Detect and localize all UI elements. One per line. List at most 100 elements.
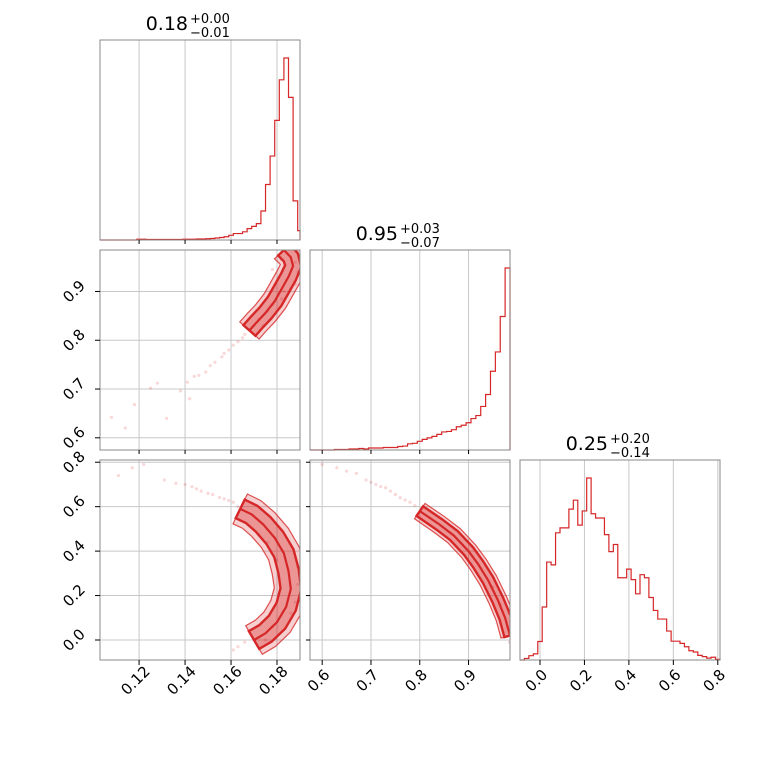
y-tick-label: 0.6	[59, 492, 89, 522]
scatter-point	[354, 471, 358, 475]
title-1: 0.95 +0.03−0.07	[356, 222, 440, 251]
scatter-point	[413, 503, 417, 508]
scatter-point	[213, 360, 217, 364]
scatter-point	[148, 386, 153, 390]
scatter-point	[379, 485, 383, 489]
y-tick-label: 0.2	[59, 581, 89, 611]
scatter-point	[231, 500, 235, 504]
scatter-point	[188, 397, 192, 401]
panel-2-0	[99, 459, 301, 661]
y-tick-label: 0.4	[59, 536, 89, 566]
scatter-point	[369, 480, 373, 484]
scatter-point	[393, 492, 397, 497]
y-tick-label: 0.9	[59, 277, 89, 307]
scatter-point	[293, 260, 298, 264]
scatter-point	[132, 403, 137, 407]
scatter-point	[282, 289, 286, 294]
scatter-point	[227, 498, 231, 503]
scatter-point	[398, 496, 402, 500]
scatter-point	[217, 495, 222, 499]
scatter-point	[270, 267, 275, 272]
panel-content	[116, 462, 300, 656]
scatter-point	[243, 332, 247, 336]
scatter-point	[130, 466, 134, 470]
panel-border	[309, 459, 511, 661]
panel-content	[320, 462, 510, 644]
x-tick-label: 0.9	[450, 666, 480, 696]
scatter-point	[236, 645, 240, 649]
contour-core	[419, 510, 510, 636]
scatter-point	[123, 426, 127, 430]
scatter-point	[222, 351, 226, 356]
scatter-point	[388, 489, 393, 493]
x-tick-label: 0.16	[209, 662, 245, 698]
contour-core	[248, 250, 295, 332]
scatter-point	[222, 497, 226, 501]
scatter-point	[204, 370, 208, 374]
scatter-point	[194, 487, 199, 491]
scatter-point	[192, 374, 196, 378]
x-tick-label: 0.7	[353, 666, 383, 696]
title-2: 0.25 +0.20−0.14	[566, 432, 650, 461]
scatter-point	[109, 415, 114, 419]
scatter-point	[183, 482, 187, 487]
x-tick-label: 0.6	[304, 666, 334, 696]
scatter-point	[142, 462, 146, 467]
title-plus: +0.00	[190, 12, 230, 27]
x-tick-label: 0.6	[655, 666, 685, 696]
title-value: 0.95	[356, 223, 398, 245]
x-tick-label: 0.12	[117, 662, 153, 698]
contour-inner	[414, 504, 510, 639]
scatter-point	[335, 466, 339, 470]
scatter-point	[197, 373, 201, 377]
scatter-point	[165, 416, 169, 420]
scatter-point	[403, 498, 407, 502]
y-tick-label: 0.8	[59, 325, 89, 355]
scatter-point	[178, 389, 183, 393]
y-tick-label: 0.7	[59, 374, 89, 404]
scatter-point	[507, 640, 510, 644]
scatter-point	[263, 638, 268, 642]
y-tick-label: 0.8	[59, 447, 89, 477]
scatter-point	[155, 381, 160, 385]
scatter-point	[231, 648, 235, 652]
panel-border	[99, 249, 301, 451]
scatter-point	[174, 481, 178, 485]
histogram-2	[520, 477, 721, 661]
scatter-point	[206, 491, 210, 495]
panel-border	[99, 459, 301, 661]
scatter-point	[240, 336, 245, 340]
scatter-point	[280, 297, 284, 301]
x-tick-label: 0.4	[611, 666, 641, 696]
scatter-point	[289, 611, 293, 615]
scatter-point	[364, 478, 368, 482]
panel-1-0	[99, 249, 301, 451]
scatter-point	[236, 340, 240, 344]
scatter-point	[384, 486, 388, 490]
histogram-0	[100, 57, 301, 241]
scatter-point	[293, 600, 298, 604]
contour-inner	[241, 250, 300, 338]
title-minus: −0.14	[610, 446, 650, 461]
panel-2-1	[309, 459, 511, 661]
title-value: 0.25	[566, 433, 608, 455]
scatter-point	[236, 505, 240, 509]
x-tick-label: 0.18	[255, 662, 291, 698]
scatter-point	[116, 473, 120, 478]
panel-1-1	[309, 249, 511, 451]
panel-content	[109, 250, 300, 430]
title-0: 0.18 +0.00−0.01	[146, 12, 230, 41]
title-value: 0.18	[146, 13, 188, 35]
x-tick-label: 0.14	[163, 662, 199, 698]
scatter-point	[344, 469, 349, 473]
panel-2-2	[519, 459, 721, 661]
panel-0-0	[99, 39, 301, 241]
scatter-point	[199, 489, 203, 493]
scatter-point	[243, 640, 247, 644]
title-minus: −0.07	[400, 236, 440, 251]
scatter-point	[211, 492, 215, 497]
x-tick-label: 0.0	[522, 666, 552, 696]
scatter-point	[296, 582, 300, 587]
scatter-point	[185, 380, 189, 384]
